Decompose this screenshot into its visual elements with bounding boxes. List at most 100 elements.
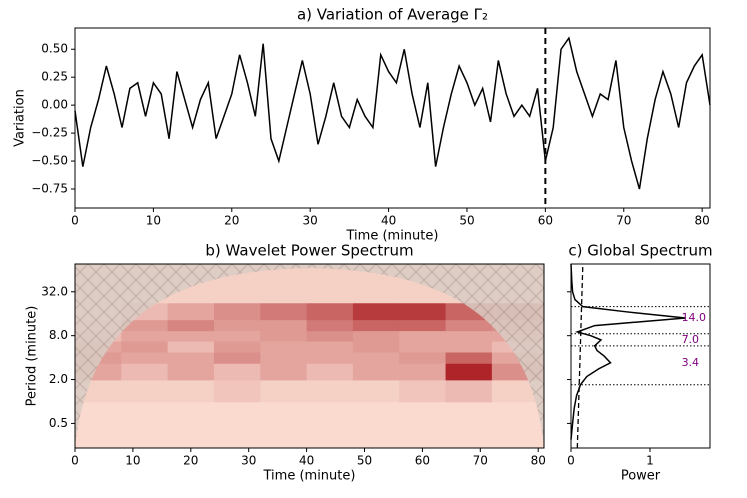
axes-frame — [74, 27, 711, 209]
heat-cell — [306, 423, 354, 448]
x-tick-label: 60 — [415, 454, 430, 468]
heat-cell — [121, 401, 169, 425]
annotation: 14.0 — [682, 311, 707, 324]
heat-cell — [167, 319, 215, 332]
heat-cell — [121, 352, 169, 364]
heat-cell — [213, 352, 261, 364]
x-tick-label: 10 — [125, 454, 140, 468]
heat-cell — [399, 302, 447, 321]
heat-cell — [121, 319, 169, 332]
heat-cell — [167, 330, 215, 342]
chart-title: a) Variation of Average Γ₂ — [297, 6, 488, 24]
heat-cell — [352, 379, 400, 403]
heat-cell — [260, 341, 308, 353]
heat-cell — [213, 319, 261, 332]
heat-cell — [213, 341, 261, 353]
heat-cell — [306, 379, 354, 403]
x-tick-label: 50 — [357, 454, 372, 468]
x-tick-label: 70 — [473, 454, 488, 468]
heat-cell — [352, 341, 400, 353]
spectrum-line — [570, 263, 686, 440]
x-tick-label: 80 — [531, 454, 546, 468]
heat-cell — [167, 401, 215, 425]
heat-cell — [213, 330, 261, 342]
x-axis-label: Power — [621, 469, 661, 484]
heat-cell — [306, 330, 354, 342]
annotation: 7.0 — [682, 333, 700, 346]
heat-cell — [352, 363, 400, 381]
y-axis-label: Period (minute) — [25, 306, 40, 407]
y-tick-label: 0.25 — [41, 70, 68, 84]
x-tick-label: 50 — [459, 214, 474, 228]
heat-cell — [306, 319, 354, 332]
heat-cell — [121, 363, 169, 381]
y-tick-label: 32.0 — [41, 284, 68, 298]
heat-cell — [75, 423, 122, 448]
heat-cell — [213, 302, 261, 321]
heat-cell — [260, 330, 308, 342]
chart-title: b) Wavelet Power Spectrum — [205, 242, 413, 260]
heat-cell — [445, 319, 493, 332]
heat-cell — [445, 352, 493, 364]
heat-cell — [167, 363, 215, 381]
y-tick-label: −0.75 — [31, 181, 68, 195]
heat-cell — [306, 401, 354, 425]
heat-cell — [167, 423, 215, 448]
y-tick-label: 0.5 — [49, 416, 68, 430]
cone-of-influence — [75, 264, 544, 448]
heat-cell — [167, 379, 215, 403]
heat-cell — [260, 379, 308, 403]
heat-cell — [399, 363, 447, 381]
heat-cell — [399, 319, 447, 332]
heat-cell — [491, 423, 544, 448]
y-tick-label: 0.50 — [41, 42, 68, 56]
x-tick-label: 40 — [299, 454, 314, 468]
heat-cell — [121, 379, 169, 403]
x-tick-label: 20 — [224, 214, 239, 228]
x-tick-label: 0 — [71, 214, 79, 228]
heat-cell — [306, 264, 354, 304]
x-axis-label: Time (minute) — [263, 469, 356, 484]
heat-cell — [399, 379, 447, 403]
x-tick-label: 30 — [303, 214, 318, 228]
x-tick-label: 10 — [146, 214, 161, 228]
axes-frame — [570, 263, 711, 449]
heat-cell — [306, 352, 354, 364]
heat-cell — [260, 401, 308, 425]
heat-cell — [213, 401, 261, 425]
x-tick-label: 0 — [567, 454, 575, 468]
heat-cell — [445, 379, 493, 403]
x-tick-label: 30 — [241, 454, 256, 468]
heat-cell — [352, 319, 400, 332]
heat-cell — [445, 401, 493, 425]
heat-cell — [352, 330, 400, 342]
heat-cell — [260, 319, 308, 332]
heat-cell — [399, 330, 447, 342]
heat-cell — [306, 302, 354, 321]
x-tick-label: 70 — [616, 214, 631, 228]
x-tick-label: 80 — [695, 214, 710, 228]
heat-cell — [213, 423, 261, 448]
y-tick-label: 8.0 — [49, 328, 68, 342]
heat-cell — [121, 423, 169, 448]
heat-cell — [445, 423, 493, 448]
heat-cell — [399, 401, 447, 425]
heat-cell — [306, 363, 354, 381]
heat-cell — [399, 352, 447, 364]
x-tick-label: 60 — [538, 214, 553, 228]
heat-cell — [167, 352, 215, 364]
heat-cell — [399, 423, 447, 448]
heat-cell — [213, 363, 261, 381]
x-tick-label: 40 — [381, 214, 396, 228]
heat-cell — [260, 302, 308, 321]
y-tick-label: −0.50 — [31, 154, 68, 168]
heat-cell — [306, 341, 354, 353]
y-tick-label: 2.0 — [49, 372, 68, 386]
y-axis-label: Variation — [13, 89, 28, 147]
heat-cell — [352, 423, 400, 448]
heat-cell — [213, 379, 261, 403]
heat-cell — [352, 352, 400, 364]
heat-cell — [445, 330, 493, 342]
heat-cell — [167, 302, 215, 321]
